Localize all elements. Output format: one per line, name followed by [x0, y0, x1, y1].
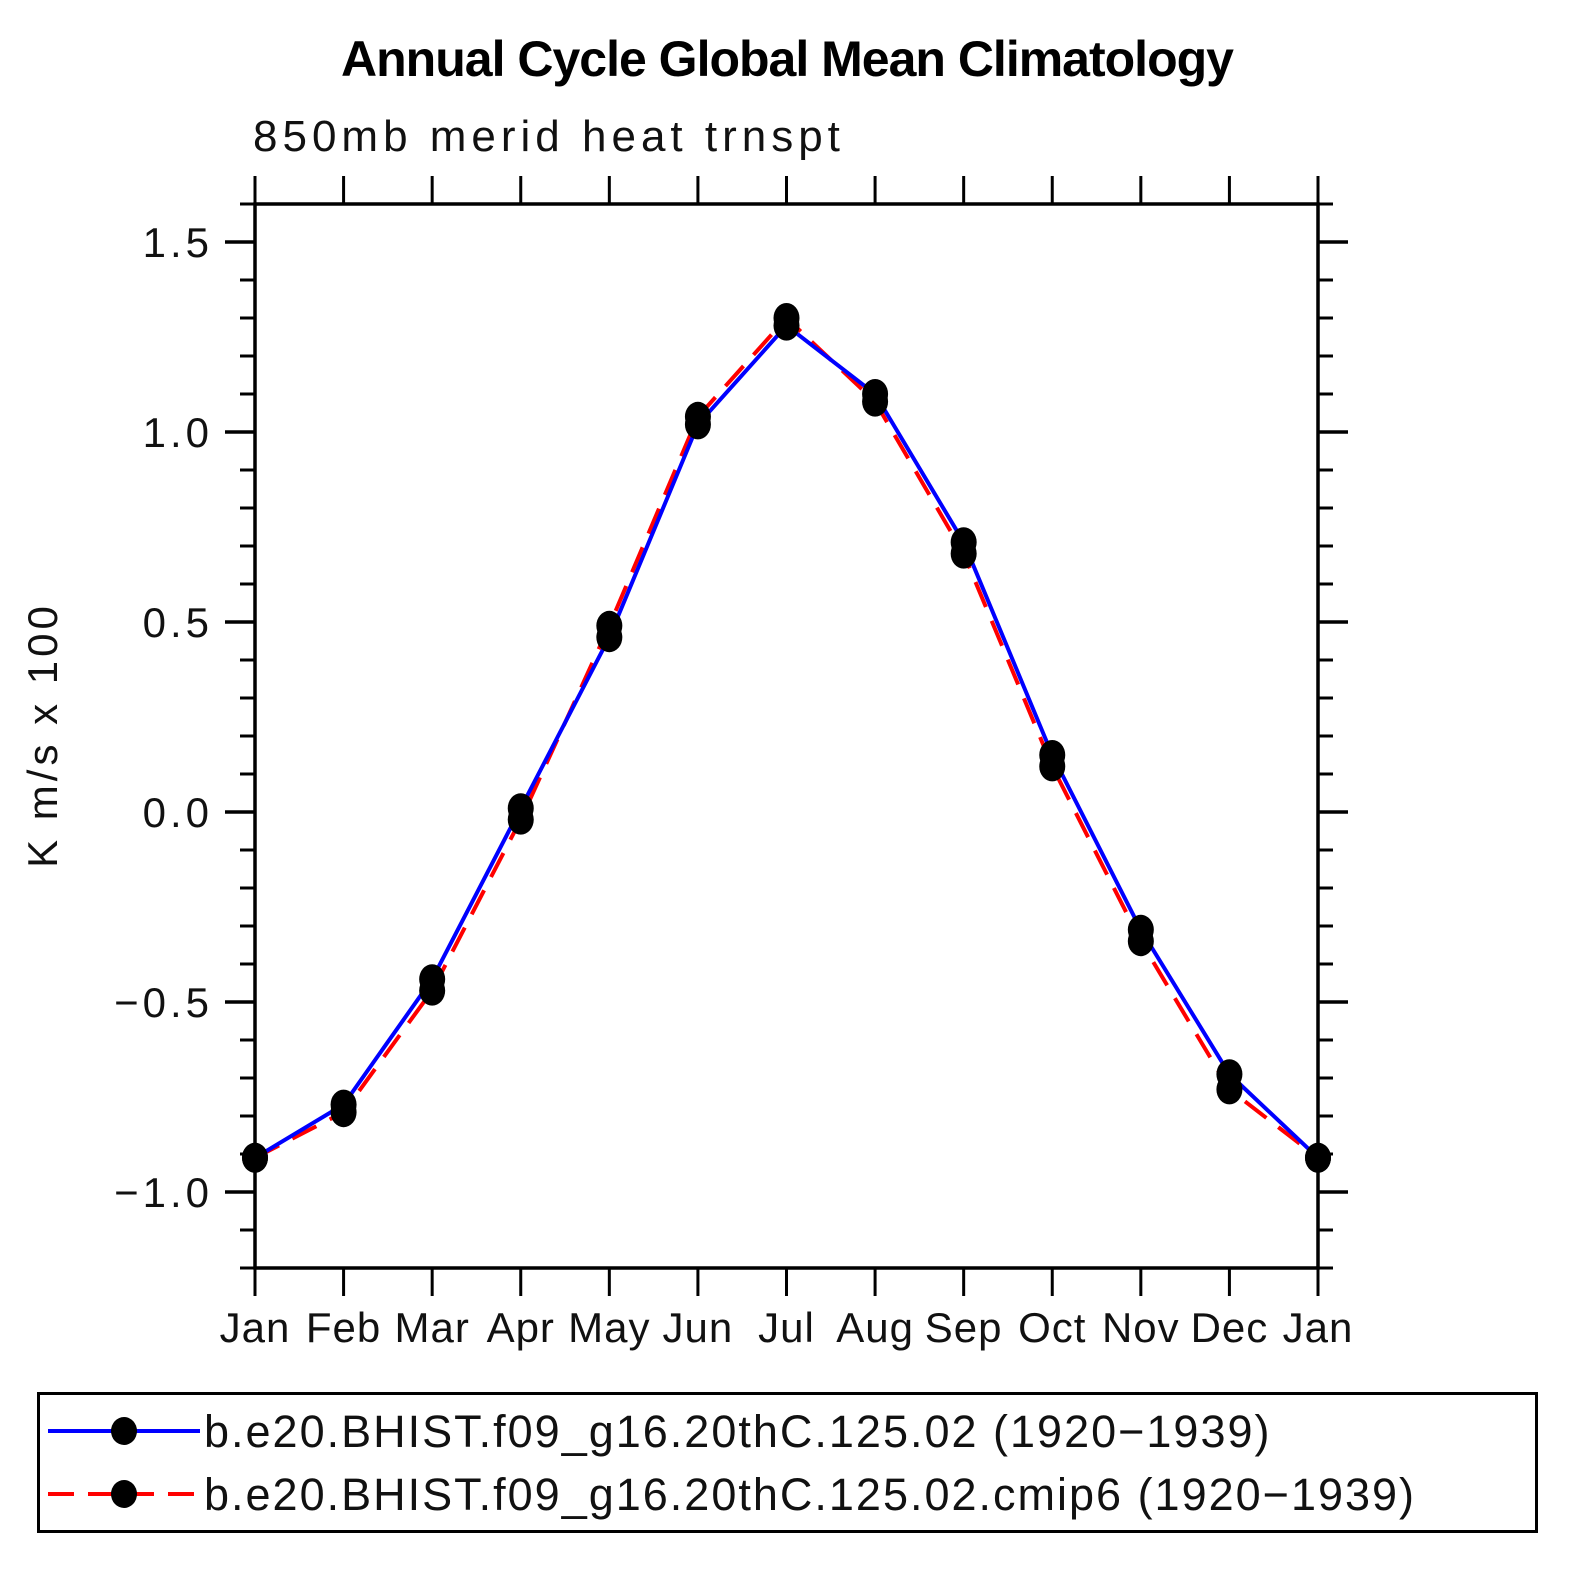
legend-label: b.e20.BHIST.f09_g16.20thC.125.02 (1920−1…: [204, 1405, 1272, 1457]
y-tick-label: −1.0: [114, 1169, 213, 1216]
data-point-marker: [330, 1089, 357, 1120]
y-tick-label: −0.5: [114, 979, 213, 1026]
x-tick-label: Jan: [1283, 1304, 1354, 1351]
x-tick-label: Sep: [925, 1304, 1003, 1351]
legend-entry-cmip6: b.e20.BHIST.f09_g16.20thC.125.02.cmip6 (…: [44, 1465, 1531, 1523]
x-tick-label: Aug: [836, 1304, 914, 1351]
plot-subtitle: 850mb merid heat trnspt: [253, 112, 845, 161]
legend-marker-icon: [111, 1417, 137, 1445]
data-point-marker: [862, 379, 889, 409]
y-tick-label: 0.0: [143, 789, 213, 836]
x-tick-label: Jun: [663, 1304, 734, 1351]
x-tick-label: Mar: [394, 1304, 469, 1351]
data-point-marker: [773, 310, 800, 341]
legend-sample-solid-blue: [48, 1417, 200, 1445]
series-line-solid: [253, 322, 1320, 1160]
figure-title: Annual Cycle Global Mean Climatology: [341, 31, 1234, 87]
x-tick-label: Jul: [758, 1304, 815, 1351]
legend-entry-model: b.e20.BHIST.f09_g16.20thC.125.02 (1920−1…: [44, 1402, 1531, 1460]
legend-label: b.e20.BHIST.f09_g16.20thC.125.02.cmip6 (…: [204, 1468, 1417, 1520]
data-point-marker: [684, 409, 711, 440]
x-tick-label: Feb: [306, 1304, 381, 1351]
data-point-marker: [1216, 1059, 1243, 1090]
x-tick-label: Jan: [220, 1304, 291, 1351]
x-tick-label: May: [568, 1304, 650, 1351]
x-tick-label: Dec: [1191, 1304, 1269, 1351]
data-point-marker: [507, 793, 534, 824]
data-point-marker: [1305, 1142, 1331, 1173]
legend-marker-icon: [111, 1480, 137, 1508]
series-line-dashed: [254, 315, 1320, 1160]
data-point-marker: [950, 527, 977, 558]
legend-sample-dashed-red: [48, 1480, 200, 1508]
y-tick-label: 0.5: [143, 599, 213, 646]
y-tick-label: 1.5: [143, 219, 213, 266]
data-point-marker: [242, 1142, 268, 1173]
legend-box: b.e20.BHIST.f09_g16.20thC.125.02 (1920−1…: [37, 1392, 1538, 1533]
data-point-marker: [596, 622, 623, 653]
data-point-marker: [419, 964, 446, 995]
data-point-marker: [1127, 914, 1154, 945]
x-tick-label: Nov: [1102, 1304, 1180, 1351]
plot-frame: [253, 202, 1320, 1270]
y-axis-label: K m/s x 100: [19, 602, 66, 868]
x-tick-label: Apr: [487, 1304, 555, 1351]
y-tick-label: 1.0: [143, 409, 213, 456]
x-tick-label: Oct: [1018, 1304, 1086, 1351]
data-point-marker: [1039, 740, 1066, 770]
